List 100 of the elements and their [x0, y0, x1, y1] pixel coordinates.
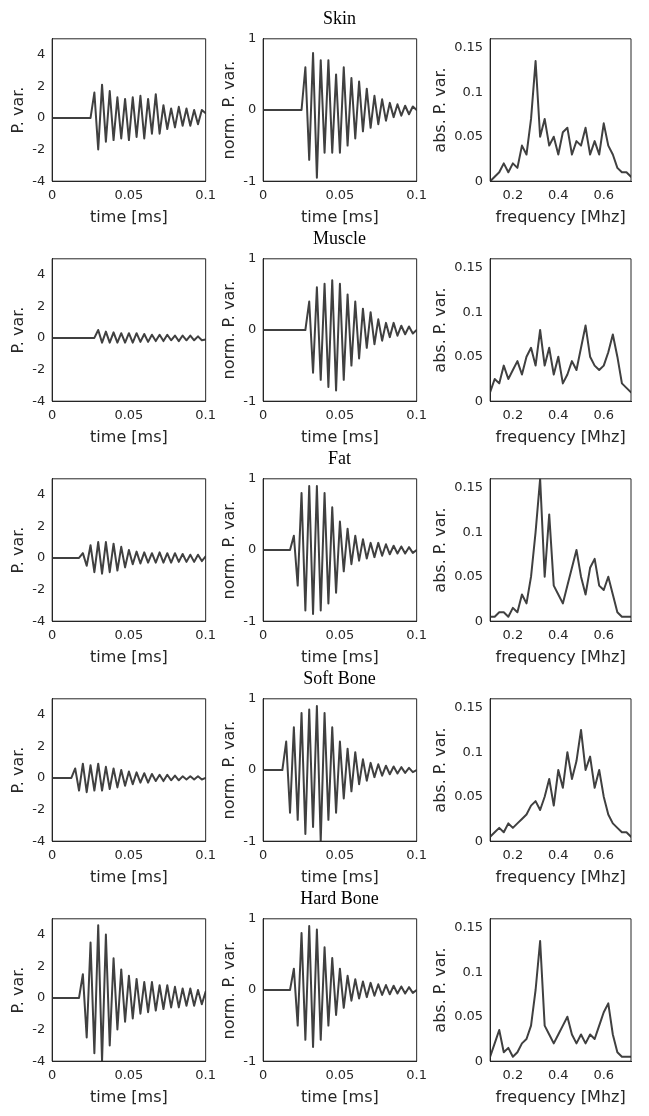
x-tick-label: 0.05 — [325, 627, 355, 643]
y-axis-title: abs. P. var. — [429, 507, 449, 593]
x-tick-label: 0.1 — [406, 187, 428, 203]
y-tick-label: -1 — [243, 1052, 257, 1068]
x-axis-title: frequency [Mhz] — [495, 206, 626, 226]
x-tick-label: 0.2 — [502, 627, 524, 643]
y-axis-title: P. var. — [7, 966, 27, 1014]
y-tick-label: -1 — [243, 392, 257, 408]
chart-title: Soft Bone — [302, 668, 377, 688]
y-tick-label: 0.1 — [462, 743, 484, 759]
y-tick-label: -1 — [243, 612, 257, 628]
y-tick-label: 0.1 — [462, 523, 484, 539]
x-tick-label: 0.05 — [325, 407, 355, 423]
x-tick-label: 0 — [48, 627, 57, 643]
y-tick-label: 1 — [247, 250, 257, 266]
x-tick-label: 0 — [48, 1067, 57, 1083]
y-tick-label: -4 — [32, 832, 46, 848]
y-tick-label: -2 — [32, 800, 46, 816]
chart-title: Fat — [327, 448, 352, 468]
x-axis-title: time [ms] — [301, 426, 379, 446]
y-tick-label: 0 — [36, 329, 46, 345]
y-axis-title: P. var. — [7, 746, 27, 794]
x-tick-label: 0.1 — [195, 1067, 217, 1083]
y-tick-label: -4 — [32, 172, 46, 188]
y-tick-label: 0 — [474, 172, 484, 188]
y-tick-label: 1 — [247, 30, 257, 46]
x-tick-label: 0.6 — [593, 847, 615, 863]
y-tick-label: 1 — [247, 690, 257, 706]
y-tick-label: 2 — [36, 737, 46, 753]
y-tick-label: 0 — [36, 769, 46, 785]
y-axis-title: abs. P. var. — [429, 287, 449, 373]
chart-title: Skin — [322, 8, 357, 28]
y-tick-label: 2 — [36, 517, 46, 533]
y-tick-label: 0 — [247, 541, 257, 557]
x-tick-label: 0.4 — [547, 187, 569, 203]
y-axis-title: abs. P. var. — [429, 947, 449, 1033]
y-tick-label: 0 — [247, 321, 257, 337]
y-tick-label: 0 — [474, 392, 484, 408]
y-tick-label: 0.05 — [454, 1008, 484, 1024]
x-axis-title: time [ms] — [301, 866, 379, 886]
y-axis-title: abs. P. var. — [429, 727, 449, 813]
x-tick-label: 0.1 — [195, 407, 217, 423]
y-tick-label: -4 — [32, 1052, 46, 1068]
y-tick-label: 0.1 — [462, 303, 484, 319]
y-tick-label: 2 — [36, 297, 46, 313]
y-tick-label: 0 — [474, 1052, 484, 1068]
x-axis-title: frequency [Mhz] — [495, 1086, 626, 1106]
x-tick-label: 0.2 — [502, 847, 524, 863]
x-tick-label: 0.1 — [406, 627, 428, 643]
y-tick-label: 0.15 — [454, 919, 484, 935]
y-axis-title: norm. P. var. — [218, 500, 238, 600]
y-tick-label: 0.05 — [454, 348, 484, 364]
x-tick-label: 0.05 — [114, 627, 144, 643]
y-tick-label: -2 — [32, 360, 46, 376]
y-axis-title: norm. P. var. — [218, 280, 238, 380]
x-tick-label: 0.4 — [547, 1067, 569, 1083]
y-tick-label: 0 — [474, 612, 484, 628]
y-tick-label: 0.1 — [462, 83, 484, 99]
y-tick-label: 0 — [247, 761, 257, 777]
y-tick-label: 0.15 — [454, 479, 484, 495]
y-axis-title: norm. P. var. — [218, 60, 238, 160]
x-tick-label: 0 — [48, 187, 57, 203]
y-tick-label: 0.15 — [454, 259, 484, 275]
y-tick-label: 0 — [474, 832, 484, 848]
x-tick-label: 0.6 — [593, 1067, 615, 1083]
y-tick-label: 2 — [36, 957, 46, 973]
y-axis-title: P. var. — [7, 306, 27, 354]
y-tick-label: 4 — [36, 46, 46, 61]
x-tick-label: 0.1 — [406, 407, 428, 423]
y-tick-label: -2 — [32, 140, 46, 156]
x-tick-label: 0.2 — [502, 407, 524, 423]
x-axis-title: time [ms] — [90, 646, 168, 666]
x-tick-label: 0 — [259, 1067, 268, 1083]
y-tick-label: 0.15 — [454, 699, 484, 715]
x-tick-label: 0.05 — [325, 1067, 355, 1083]
x-tick-label: 0.6 — [593, 627, 615, 643]
y-tick-label: 4 — [36, 266, 46, 281]
y-tick-label: 4 — [36, 706, 46, 721]
y-tick-label: 0.05 — [454, 568, 484, 584]
x-tick-label: 0.1 — [406, 847, 428, 863]
y-axis-title: abs. P. var. — [429, 67, 449, 153]
x-tick-label: 0.2 — [502, 187, 524, 203]
y-tick-label: 4 — [36, 486, 46, 501]
y-tick-label: 0 — [36, 989, 46, 1005]
x-tick-label: 0.4 — [547, 847, 569, 863]
y-axis-title: P. var. — [7, 526, 27, 574]
x-tick-label: 0.05 — [325, 187, 355, 203]
x-axis-title: time [ms] — [90, 426, 168, 446]
x-tick-label: 0.1 — [195, 627, 217, 643]
x-axis-title: time [ms] — [90, 206, 168, 226]
x-axis-title: frequency [Mhz] — [495, 646, 626, 666]
chart-title: Muscle — [312, 228, 367, 248]
x-axis-title: frequency [Mhz] — [495, 426, 626, 446]
y-axis-title: norm. P. var. — [218, 940, 238, 1040]
x-tick-label: 0.2 — [502, 1067, 524, 1083]
x-tick-label: 0 — [259, 407, 268, 423]
y-tick-label: 0.05 — [454, 788, 484, 804]
y-tick-label: 0 — [36, 109, 46, 125]
x-tick-label: 0.05 — [325, 847, 355, 863]
x-axis-title: time [ms] — [301, 646, 379, 666]
